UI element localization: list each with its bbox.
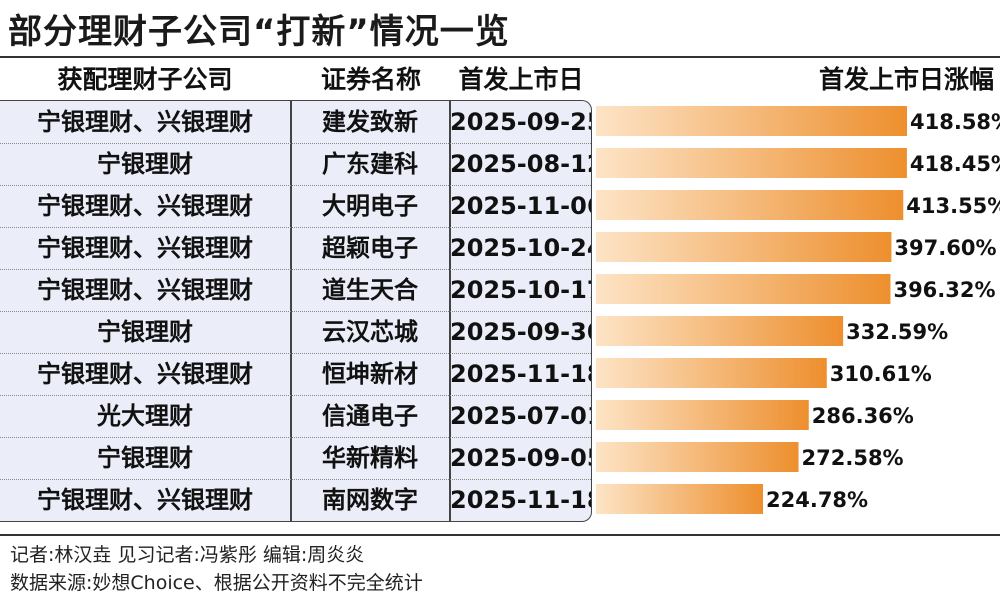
cell-date: 2025-11-18: [450, 486, 592, 514]
header-company: 获配理财子公司: [57, 65, 233, 94]
footer-source: 数据来源:妙想Choice、根据公开资料不完全统计: [10, 572, 423, 594]
cell-company: 宁银理财: [97, 150, 193, 178]
header-stock: 证券名称: [320, 65, 421, 94]
cell-company: 宁银理财、兴银理财: [37, 192, 253, 220]
bar-value-label: 413.55%: [906, 194, 1000, 218]
header-date: 首发上市日: [458, 65, 584, 94]
cell-date: 2025-08-12: [450, 150, 592, 178]
cell-company: 宁银理财: [97, 318, 193, 346]
header-gain: 首发上市日涨幅: [818, 65, 994, 94]
data-table: 宁银理财、兴银理财 建发致新 2025-09-25 宁银理财 广东建科 2025…: [0, 100, 592, 522]
cell-stock: 广东建科: [322, 150, 418, 178]
row-divider: [0, 143, 591, 144]
row-divider: [0, 437, 591, 438]
bar-value-label: 332.59%: [846, 320, 948, 344]
cell-stock: 恒坤新材: [322, 360, 418, 388]
cell-stock: 道生天合: [322, 276, 418, 304]
bar-建发致新: [596, 106, 907, 136]
bar-value-label: 286.36%: [812, 404, 914, 428]
cell-company: 宁银理财、兴银理财: [37, 108, 253, 136]
bar-value-label: 224.78%: [766, 488, 868, 512]
row-divider: [0, 227, 591, 228]
cell-date: 2025-09-25: [450, 108, 592, 136]
bar-云汉芯城: [596, 316, 844, 346]
cell-date: 2025-10-24: [450, 234, 592, 262]
cell-stock: 大明电子: [322, 192, 418, 220]
row-divider: [0, 185, 591, 186]
bar-大明电子: [596, 190, 904, 220]
cell-stock: 华新精料: [322, 444, 418, 472]
bar-value-label: 396.32%: [893, 278, 995, 302]
cell-date: 2025-07-01: [450, 402, 592, 430]
bar-南网数字: [596, 484, 764, 514]
bar-恒坤新材: [596, 358, 827, 388]
title-divider: [0, 56, 1000, 58]
row-divider: [0, 395, 591, 396]
bar-道生天合: [596, 274, 891, 304]
row-divider: [0, 311, 591, 312]
cell-date: 2025-09-05: [450, 444, 592, 472]
bar-value-label: 272.58%: [802, 446, 904, 470]
footer-divider: [0, 534, 1000, 536]
bar-广东建科: [596, 148, 907, 178]
cell-date: 2025-11-06: [450, 192, 592, 220]
cell-company: 光大理财: [97, 402, 193, 430]
bar-value-label: 310.61%: [830, 362, 932, 386]
row-divider: [0, 479, 591, 480]
cell-stock: 建发致新: [322, 108, 418, 136]
bar-信通电子: [596, 400, 809, 430]
cell-company: 宁银理财、兴银理财: [37, 486, 253, 514]
cell-stock: 云汉芯城: [322, 318, 418, 346]
footer-credits: 记者:林汉垚 见习记者:冯紫彤 编辑:周炎炎: [10, 544, 365, 566]
cell-date: 2025-11-18: [450, 360, 592, 388]
bar-value-label: 397.60%: [894, 236, 996, 260]
row-divider: [0, 269, 591, 270]
cell-company: 宁银理财、兴银理财: [37, 360, 253, 388]
cell-company: 宁银理财: [97, 444, 193, 472]
cell-date: 2025-10-17: [450, 276, 592, 304]
bar-value-label: 418.58%: [910, 110, 1000, 134]
cell-stock: 信通电子: [322, 402, 418, 430]
row-divider: [0, 353, 591, 354]
cell-company: 宁银理财、兴银理财: [37, 234, 253, 262]
bar-超颖电子: [596, 232, 892, 262]
cell-company: 宁银理财、兴银理财: [37, 276, 253, 304]
bar-value-label: 418.45%: [910, 152, 1000, 176]
cell-date: 2025-09-30: [450, 318, 592, 346]
page-title: 部分理财子公司“打新”情况一览: [8, 12, 510, 52]
bar-华新精料: [596, 442, 799, 472]
cell-stock: 南网数字: [322, 486, 418, 514]
cell-stock: 超颖电子: [322, 234, 418, 262]
